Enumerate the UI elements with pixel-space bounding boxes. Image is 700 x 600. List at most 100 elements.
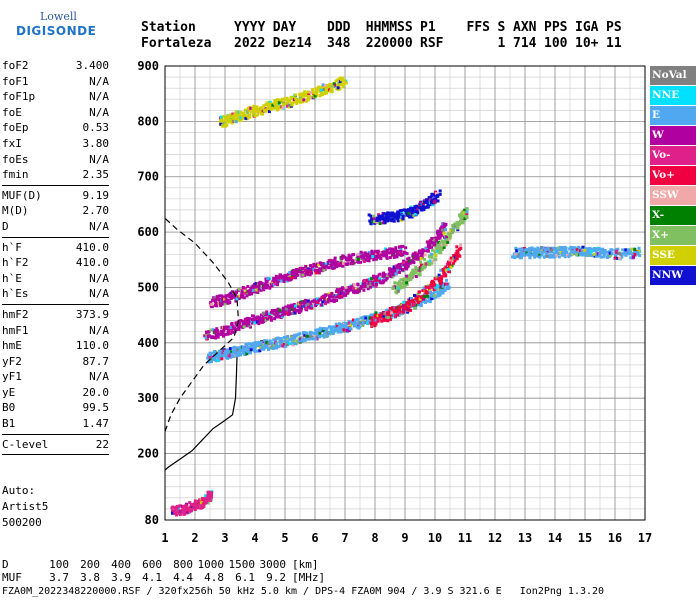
echo-point [186, 510, 190, 514]
echo-point [313, 264, 317, 268]
echo-point [433, 193, 437, 197]
echo-point [352, 253, 356, 257]
echo-point [601, 251, 605, 255]
echo-point [528, 246, 532, 250]
echo-point [330, 264, 334, 268]
echo-point [444, 265, 448, 269]
echo-point [347, 321, 351, 325]
echo-point [581, 245, 585, 249]
echo-point [262, 311, 266, 315]
echo-point [276, 307, 280, 311]
echo-point [416, 210, 420, 214]
echo-point [251, 288, 255, 292]
echo-point [421, 288, 425, 292]
echo-point [309, 303, 313, 307]
echo-point [176, 510, 180, 514]
echo-point [456, 226, 460, 230]
echo-point [184, 509, 188, 513]
echo-point [219, 115, 223, 119]
echo-point [286, 311, 290, 315]
echo-point [619, 252, 623, 256]
echo-point [338, 87, 342, 91]
echo-point [359, 316, 363, 320]
echo-point [429, 239, 433, 243]
echo-point [291, 337, 295, 341]
echo-point [598, 251, 602, 255]
echo-point [364, 315, 368, 319]
echo-point [344, 322, 348, 326]
echo-point [418, 249, 422, 253]
echo-point [340, 76, 344, 80]
row-value: 200 [80, 558, 100, 571]
echo-point [546, 250, 550, 254]
echo-point [238, 294, 242, 298]
param-value: 20.0 [82, 385, 110, 399]
y-tick-label: 400 [137, 336, 159, 350]
echo-point [370, 313, 374, 317]
echo-point [335, 288, 339, 292]
echo-point [428, 289, 432, 293]
header-value-8: 714 [513, 36, 537, 51]
echo-point [533, 247, 537, 251]
profile-solid-line [164, 357, 238, 471]
echo-point [269, 310, 273, 314]
echo-point [229, 297, 233, 301]
param-value: 373.9 [75, 307, 109, 321]
echo-point [273, 106, 277, 110]
echo-point [621, 252, 625, 256]
echo-point [222, 115, 226, 119]
echo-point [405, 265, 409, 269]
echo-point [414, 209, 418, 213]
echo-point [211, 298, 215, 302]
echo-point [387, 251, 391, 255]
echo-point [318, 94, 322, 98]
echo-point [314, 328, 318, 332]
echo-point [424, 247, 428, 251]
echo-point [382, 254, 386, 258]
echo-point [424, 262, 428, 266]
echo-point [431, 294, 435, 298]
echo-point [285, 102, 289, 106]
echo-point [252, 107, 256, 111]
header-value-9: 100 [544, 36, 568, 51]
echo-point [394, 308, 398, 312]
echo-point [408, 261, 412, 265]
echo-point [330, 292, 334, 296]
echo-point [271, 347, 275, 351]
row-unit: [MHz] [292, 571, 326, 584]
echo-point [175, 513, 179, 517]
echo-point [284, 344, 288, 348]
echo-point [226, 298, 230, 302]
echo-point [347, 285, 351, 289]
echo-point [305, 306, 309, 310]
echo-point [624, 248, 628, 252]
echo-point [347, 329, 351, 333]
echo-point [267, 346, 271, 350]
param-name: foF1p [2, 90, 36, 104]
echo-point [252, 290, 256, 294]
echo-point [348, 326, 352, 330]
echo-point [296, 332, 300, 336]
echo-point [515, 254, 519, 258]
echo-point [533, 255, 537, 259]
echo-point [444, 223, 448, 227]
echo-point [216, 359, 220, 363]
echo-point [376, 314, 380, 318]
echo-point [376, 319, 380, 323]
param-divider [2, 454, 109, 456]
echo-point [272, 276, 276, 280]
echo-point [303, 304, 307, 308]
echo-point [366, 252, 370, 256]
echo-point [419, 302, 423, 306]
echo-point [362, 288, 366, 292]
legend-item-w: W [650, 126, 696, 145]
echo-point [397, 270, 401, 274]
echo-point [332, 299, 336, 303]
echo-point [247, 346, 251, 350]
echo-point [248, 113, 252, 117]
echo-point [514, 253, 518, 257]
echo-point [259, 109, 263, 113]
echo-point [424, 205, 428, 209]
echo-point [227, 354, 231, 358]
echo-point [594, 254, 598, 258]
